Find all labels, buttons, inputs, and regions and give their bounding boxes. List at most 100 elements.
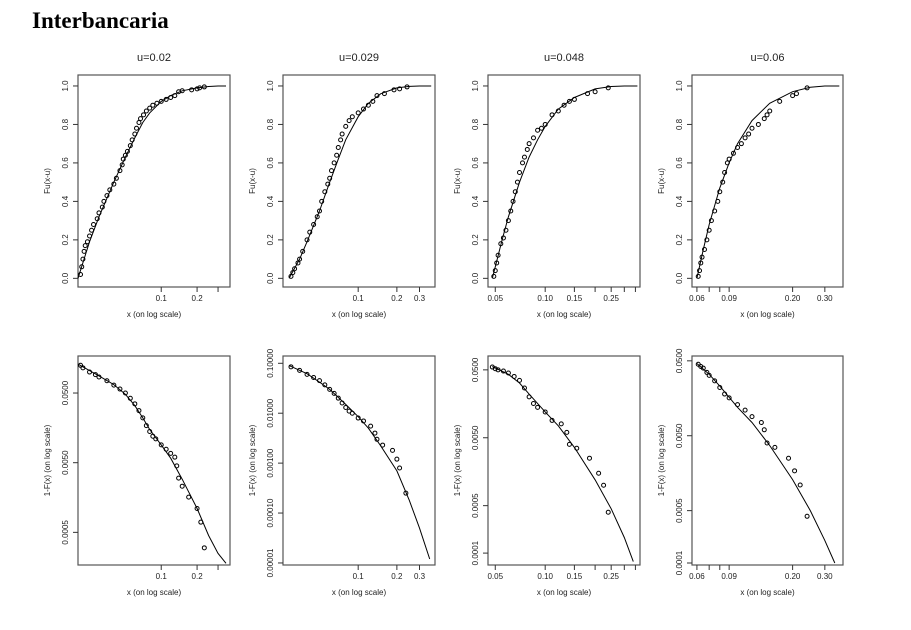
data-point <box>804 85 810 91</box>
data-point <box>119 162 125 168</box>
data-point <box>331 160 337 166</box>
data-point <box>706 372 712 378</box>
data-point <box>201 84 207 90</box>
data-point <box>758 420 764 426</box>
data-point <box>113 175 119 181</box>
data-point <box>84 239 90 245</box>
data-point <box>742 135 748 141</box>
y-tick-label: 1.0 <box>471 80 480 92</box>
y-tick-label: 0.2 <box>61 234 70 246</box>
y-axis-label: Fu(x-u) <box>657 168 666 194</box>
y-tick-label: 0.8 <box>471 118 480 130</box>
x-tick-label: 0.25 <box>603 572 619 581</box>
data-point <box>564 429 570 435</box>
data-point <box>150 102 156 108</box>
data-point <box>127 143 133 149</box>
x-tick-label: 0.15 <box>567 572 583 581</box>
data-point <box>122 152 128 158</box>
data-point <box>397 465 403 471</box>
data-point <box>153 436 159 442</box>
data-point <box>724 160 730 166</box>
data-point <box>374 436 380 442</box>
x-tick-label: 0.10 <box>537 294 553 303</box>
data-point <box>549 417 555 423</box>
data-point <box>80 256 86 262</box>
data-point <box>322 189 328 195</box>
y-axis-label: 1-F(x) (on log scale) <box>248 424 257 496</box>
data-point <box>87 369 93 375</box>
data-point <box>300 248 306 254</box>
y-tick-label: 0.0001 <box>471 540 480 565</box>
plot-frame <box>77 74 231 288</box>
y-tick-label: 0.0 <box>61 272 70 284</box>
plot-frame <box>282 74 436 288</box>
data-point <box>730 150 736 156</box>
data-point <box>542 121 548 127</box>
data-point <box>397 86 403 92</box>
data-point <box>154 100 160 106</box>
data-point <box>194 86 200 92</box>
panel-title: u=0.029 <box>339 52 379 64</box>
y-tick-label: 0.00010 <box>266 498 275 527</box>
x-tick-label: 0.1 <box>353 572 365 581</box>
data-point <box>132 401 138 407</box>
x-tick-label: 0.25 <box>603 294 619 303</box>
data-point <box>346 118 352 124</box>
data-point <box>327 386 333 392</box>
fitted-curve <box>77 363 227 564</box>
y-tick-label: 0.8 <box>266 118 275 130</box>
x-tick-label: 0.05 <box>487 572 503 581</box>
data-point <box>127 395 133 401</box>
data-point <box>381 91 387 97</box>
data-point <box>343 405 349 411</box>
y-tick-label: 0.0001 <box>675 550 684 575</box>
data-point <box>535 127 541 133</box>
x-tick-label: 0.05 <box>487 294 503 303</box>
y-tick-label: 0.2 <box>675 234 684 246</box>
data-point <box>339 400 345 406</box>
data-point <box>80 365 86 371</box>
data-point <box>772 444 778 450</box>
data-point <box>96 210 102 216</box>
plot-frame <box>282 355 436 566</box>
x-axis-label: x (on log scale) <box>127 310 182 319</box>
data-point <box>538 125 544 131</box>
data-point <box>150 433 156 439</box>
data-point <box>511 373 517 379</box>
data-point <box>194 506 200 512</box>
data-point <box>521 385 527 391</box>
data-point <box>790 93 796 99</box>
data-point <box>746 131 752 137</box>
data-point <box>394 456 400 462</box>
data-point <box>304 237 310 243</box>
y-tick-label: 0.6 <box>266 157 275 169</box>
data-point <box>574 445 580 451</box>
data-point <box>585 91 591 97</box>
panel-6: 0.1 0.2 0.3 0.00001 0.00010 0.00100 0.01000 0.1… <box>248 348 436 597</box>
data-point <box>111 382 117 388</box>
data-point <box>158 442 164 448</box>
data-point <box>117 386 123 392</box>
data-point <box>311 374 317 380</box>
data-point <box>586 455 592 461</box>
data-point <box>596 470 602 476</box>
data-point <box>163 446 169 452</box>
data-point <box>186 494 192 500</box>
data-point <box>792 468 798 474</box>
data-point <box>168 450 174 456</box>
y-axis-label: Fu(x-u) <box>453 168 462 194</box>
y-tick-label: 0.0005 <box>675 498 684 523</box>
data-point <box>404 84 410 90</box>
data-point <box>605 85 611 91</box>
x-tick-label: 0.2 <box>391 572 403 581</box>
data-point <box>138 116 144 122</box>
data-point <box>107 187 113 193</box>
data-point <box>81 248 87 254</box>
data-point <box>365 102 371 108</box>
data-point <box>120 156 126 162</box>
y-tick-label: 0.00001 <box>266 548 275 577</box>
data-point <box>117 168 123 174</box>
data-point <box>722 170 728 176</box>
data-point <box>517 377 523 383</box>
